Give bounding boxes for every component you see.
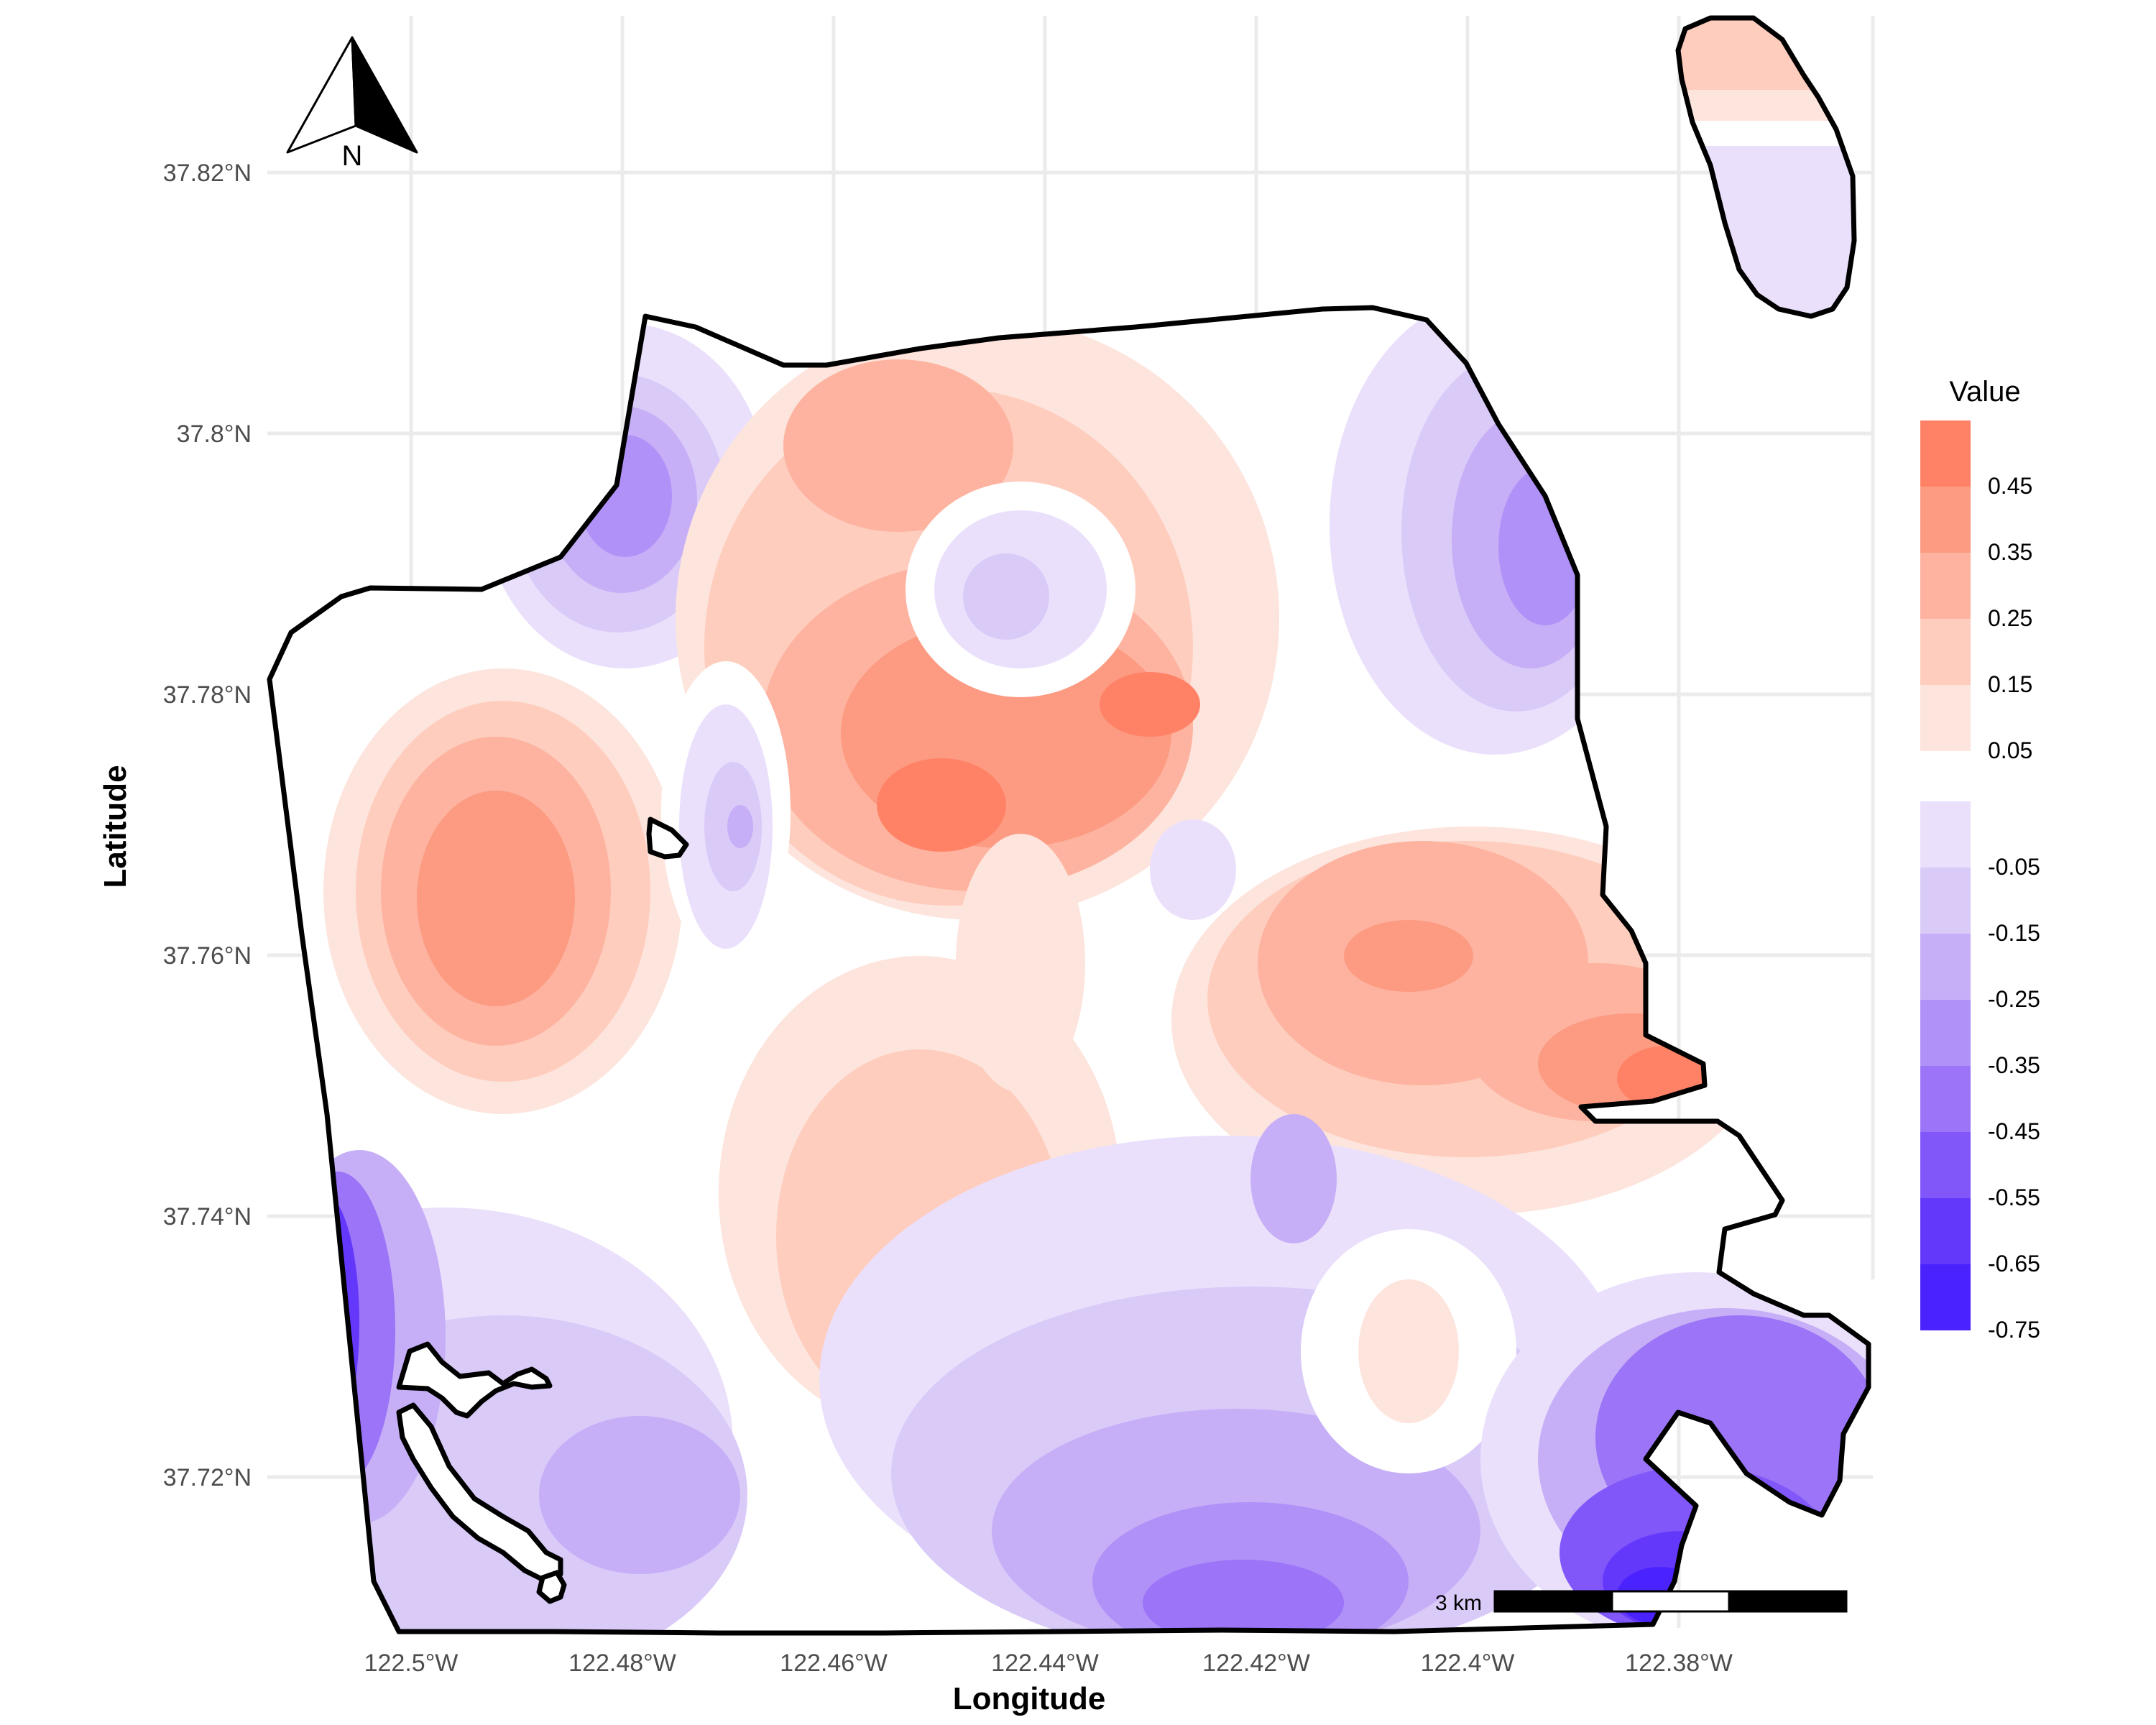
scale-seg-1 bbox=[1493, 1590, 1613, 1613]
legend-positive-label: 0.25 bbox=[1988, 605, 2032, 631]
legend-negative-swatch bbox=[1920, 1000, 1971, 1066]
legend-positive-swatch bbox=[1920, 553, 1971, 619]
west-positive-region bbox=[323, 668, 683, 1114]
scale-seg-2 bbox=[1611, 1590, 1731, 1613]
lon-tick: 122.44°W bbox=[991, 1650, 1099, 1677]
legend-positive-swatch bbox=[1920, 487, 1971, 553]
lake-small-north bbox=[646, 816, 689, 860]
scale-bar: 3 km bbox=[1435, 1590, 1848, 1615]
legend-negative-swatch bbox=[1920, 1132, 1971, 1198]
scale-seg-3 bbox=[1728, 1590, 1848, 1613]
lon-tick: 122.5°W bbox=[364, 1650, 459, 1677]
legend-positive-label: 0.05 bbox=[1988, 737, 2032, 763]
lon-tick: 122.46°W bbox=[780, 1650, 888, 1677]
lake-merced-upper bbox=[396, 1341, 553, 1419]
legend-negative-label: -0.35 bbox=[1988, 1052, 2040, 1078]
lake-small-south bbox=[536, 1570, 567, 1604]
lakes bbox=[396, 816, 689, 1604]
southeast-positive-pocket bbox=[1301, 1229, 1516, 1473]
lat-tick: 37.8°N bbox=[177, 420, 252, 448]
legend-negative-keys: -0.05 -0.15 -0.25 -0.35 -0.45 -0.55 -0.65 -0.75 bbox=[1920, 801, 2040, 1343]
legend-negative-label: -0.55 bbox=[1988, 1184, 2040, 1210]
lon-tick: 122.42°W bbox=[1202, 1650, 1310, 1677]
legend-title: Value bbox=[1949, 376, 2020, 408]
legend-positive-keys: 0.45 0.35 0.25 0.15 0.05 bbox=[1920, 420, 2032, 763]
legend-positive-swatch bbox=[1920, 685, 1971, 751]
treasure-island bbox=[1675, 15, 1857, 319]
lat-tick: 37.78°N bbox=[163, 681, 252, 709]
lon-tick-labels: 122.5°W 122.48°W 122.46°W 122.44°W 122.4… bbox=[364, 1650, 1733, 1677]
legend-positive-label: 0.35 bbox=[1988, 539, 2032, 565]
lon-tick: 122.48°W bbox=[568, 1650, 676, 1677]
north-arrow: N bbox=[286, 36, 418, 172]
lat-tick: 37.74°N bbox=[163, 1203, 252, 1230]
legend: Value 0.450.350.250.150.05 -0.05-0.15-0.… bbox=[1920, 376, 2040, 1343]
legend-positive-label: 0.45 bbox=[1988, 473, 2032, 499]
lat-tick-labels: 37.82°N 37.8°N 37.78°N 37.76°N 37.74°N 3… bbox=[163, 160, 252, 1491]
legend-negative-swatch bbox=[1920, 868, 1971, 934]
lon-tick: 122.38°W bbox=[1625, 1650, 1733, 1677]
legend-negative-swatch bbox=[1920, 934, 1971, 1000]
lat-tick: 37.76°N bbox=[163, 942, 252, 970]
north-arrow-label: N bbox=[342, 140, 363, 172]
legend-negative-label: -0.45 bbox=[1988, 1118, 2040, 1144]
legend-negative-swatch bbox=[1920, 1264, 1971, 1330]
legend-positive-swatch bbox=[1920, 619, 1971, 685]
legend-positive-swatch bbox=[1920, 420, 1971, 487]
legend-positive-label: 0.15 bbox=[1988, 671, 2032, 697]
legend-negative-swatch bbox=[1920, 1066, 1971, 1132]
legend-negative-label: -0.75 bbox=[1988, 1317, 2040, 1343]
ne-negative-region bbox=[1330, 308, 1660, 755]
lat-tick: 37.82°N bbox=[163, 160, 252, 187]
legend-negative-label: -0.15 bbox=[1988, 920, 2040, 946]
center-west-negative-pocket bbox=[661, 661, 791, 963]
legend-negative-label: -0.25 bbox=[1988, 986, 2040, 1012]
north-arrow-right-half bbox=[351, 36, 418, 154]
legend-negative-label: -0.65 bbox=[1988, 1251, 2040, 1276]
y-axis-title: Latitude bbox=[98, 765, 133, 888]
scale-bar-label: 3 km bbox=[1435, 1591, 1482, 1615]
lon-tick: 122.4°W bbox=[1421, 1650, 1515, 1677]
x-axis-title: Longitude bbox=[953, 1681, 1106, 1716]
north-arrow-left-half bbox=[286, 36, 357, 154]
legend-negative-swatch bbox=[1920, 801, 1971, 868]
legend-negative-swatch bbox=[1920, 1198, 1971, 1264]
lat-tick: 37.72°N bbox=[163, 1464, 252, 1491]
legend-negative-label: -0.05 bbox=[1988, 854, 2040, 880]
north-negative-pocket bbox=[906, 482, 1135, 697]
